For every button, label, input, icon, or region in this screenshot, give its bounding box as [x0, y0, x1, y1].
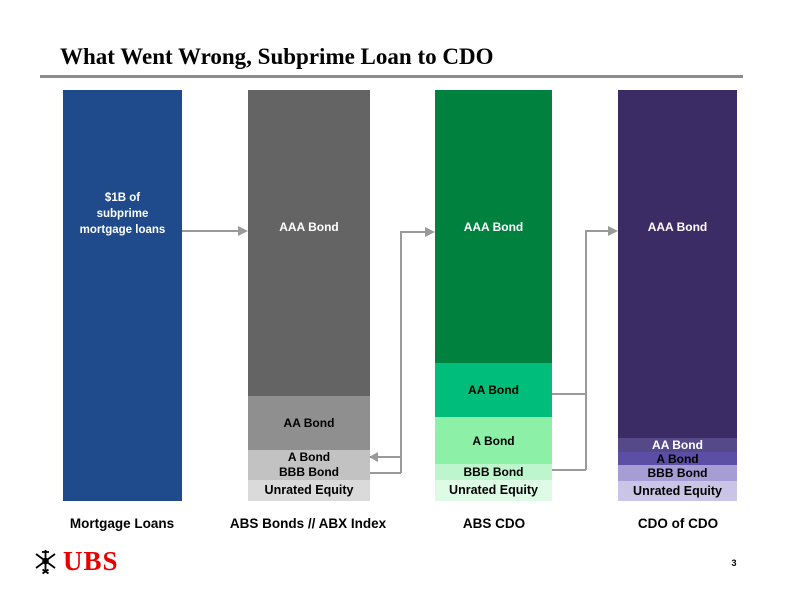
- ubs-three-keys-icon: [35, 550, 56, 575]
- segment-cdo2-aa-bond: AA Bond: [618, 438, 737, 452]
- slide-title: What Went Wrong, Subprime Loan to CDO: [60, 44, 494, 69]
- segment-cdo2-bbb-bond: BBB Bond: [618, 465, 737, 481]
- arrowhead-into-abs: [238, 226, 248, 236]
- segment-label: BBB Bond: [463, 465, 524, 479]
- segment-label: Unrated Equity: [264, 483, 354, 498]
- segment-cdo2-aaa-bond: AAA Bond: [618, 90, 737, 438]
- arrowhead-at-abs-a-bond: [369, 452, 378, 462]
- segment-label: AA Bond: [283, 416, 335, 430]
- segment-abs-aa-bond: AA Bond: [248, 396, 370, 450]
- mortgage-bar-label: $1B of subprime mortgage loans: [79, 192, 166, 237]
- column-label-abs-cdo: ABS CDO: [462, 515, 526, 531]
- segment-label: AAA Bond: [463, 220, 524, 234]
- column-label-mortgage-loans: Mortgage Loans: [69, 515, 175, 531]
- segment-label: AA Bond: [652, 438, 703, 452]
- segment-label: BBB Bond: [279, 464, 339, 479]
- title-underline: [40, 75, 743, 78]
- segment-cdo2-a-bond: A Bond: [618, 452, 737, 465]
- arrowhead-into-cdo-of-cdo: [608, 226, 618, 236]
- segment-label: A Bond: [472, 433, 515, 448]
- ubs-logo-text: UBS: [63, 546, 119, 576]
- segment-abscdo-aa-bond: AA Bond: [435, 363, 552, 417]
- segment-cdo2-unrated-equity: Unrated Equity: [618, 481, 737, 501]
- segment-abscdo-aaa-bond: AAA Bond: [435, 90, 552, 363]
- bar-mortgage-loans: $1B of subprime mortgage loans: [63, 90, 182, 501]
- segment-abs-a-bond: A Bond: [248, 450, 370, 463]
- arrowhead-into-abs-cdo: [425, 227, 435, 237]
- segment-abs-bbb-bond: BBB Bond: [248, 463, 370, 480]
- segment-label: BBB Bond: [647, 466, 708, 480]
- segment-abs-unrated-equity: Unrated Equity: [248, 480, 370, 501]
- segment-label: AA Bond: [468, 383, 519, 397]
- segment-abscdo-bbb-bond: BBB Bond: [435, 464, 552, 480]
- segment-abscdo-a-bond: A Bond: [435, 417, 552, 464]
- ubs-logo: UBS: [33, 548, 119, 575]
- segment-abscdo-unrated-equity: Unrated Equity: [435, 480, 552, 501]
- segment-label: AAA Bond: [647, 220, 708, 234]
- connector-cdo-to-cdo2-riser: [585, 230, 609, 470]
- column-label-cdo-of-cdo: CDO of CDO: [637, 515, 719, 531]
- segment-label: AAA Bond: [279, 220, 339, 234]
- connector-abs-to-cdo-riser: [400, 231, 426, 473]
- segment-label: Unrated Equity: [449, 483, 538, 498]
- page-number: 3: [731, 558, 737, 568]
- segment-abs-aaa-bond: AAA Bond: [248, 90, 370, 396]
- column-label-abs-bonds: ABS Bonds // ABX Index: [229, 515, 387, 531]
- segment-label: A Bond: [656, 451, 699, 466]
- segment-label: Unrated Equity: [633, 483, 722, 498]
- segment-label: A Bond: [287, 449, 331, 464]
